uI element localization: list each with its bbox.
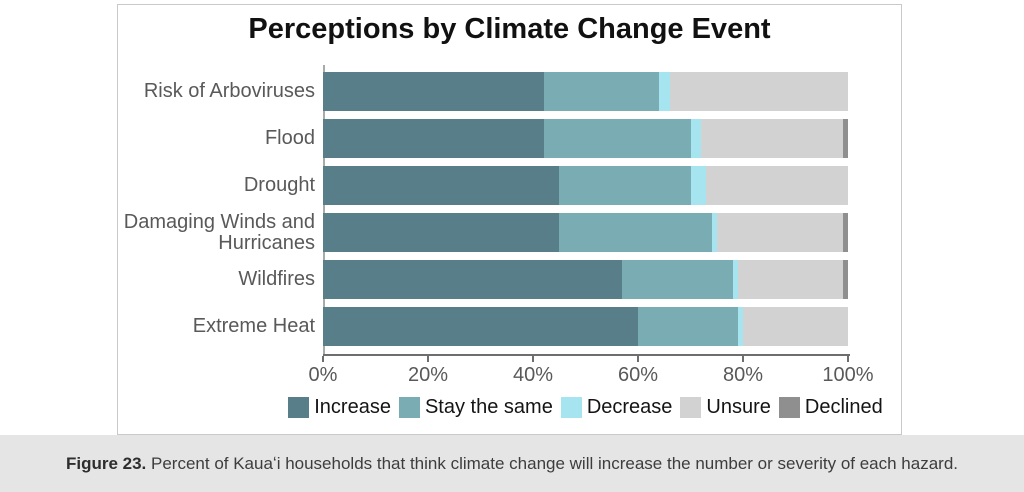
bar-row: Damaging Winds and Hurricanes: [118, 210, 901, 254]
bar-segment-stay-the-same: [543, 119, 691, 158]
x-tick: [742, 356, 744, 362]
y-axis-line: [323, 65, 325, 354]
bar-track-drought: [323, 166, 848, 205]
legend-label-unsure: Unsure: [706, 395, 771, 418]
category-label-damaging-winds-and-hurricanes: Damaging Winds and Hurricanes: [123, 210, 315, 254]
bar-row: Extreme Heat: [118, 307, 901, 346]
bar-segment-increase: [323, 213, 560, 252]
bar-segment-increase: [323, 260, 623, 299]
bar-segment-decrease: [659, 72, 670, 111]
bar-segment-stay-the-same: [638, 307, 738, 346]
legend-swatch-unsure: [680, 396, 702, 418]
legend: Increase Stay the same Decrease Unsure Decli…: [193, 395, 978, 419]
legend-label-stay-the-same: Stay the same: [424, 395, 553, 418]
bar-segment-declined: [842, 260, 848, 299]
x-tick-label: 60%: [617, 364, 659, 386]
chart-title: Perceptions by Climate Change Event: [248, 13, 771, 45]
x-axis-ticks: 0% 20% 40% 60% 80% 100%: [309, 356, 874, 396]
bar-segment-unsure: [743, 307, 848, 346]
bar-segment-decrease: [690, 166, 707, 205]
legend-swatch-declined: [778, 396, 800, 418]
bar-track-wildfires: [323, 260, 848, 299]
bar-segment-increase: [323, 72, 544, 111]
legend-swatch-increase: [288, 396, 310, 418]
bar-segment-unsure: [716, 213, 843, 252]
figure-caption: Figure 23. Percent of Kauaʻi households …: [0, 435, 1024, 492]
bar-track-flood: [323, 119, 848, 158]
x-tick-label: 80%: [722, 364, 764, 386]
bar-row: Drought: [118, 166, 901, 205]
x-tick: [847, 356, 849, 362]
bar-segment-stay-the-same: [559, 213, 712, 252]
bar-segment-stay-the-same: [543, 72, 659, 111]
x-tick-label: 40%: [512, 364, 554, 386]
legend-item-declined: Declined: [778, 395, 883, 419]
x-tick-label: 20%: [407, 364, 449, 386]
legend-label-declined: Declined: [804, 395, 883, 418]
bar-segment-increase: [323, 119, 544, 158]
bar-track-extreme-heat: [323, 307, 848, 346]
bar-segment-unsure: [701, 119, 843, 158]
x-axis-line: [323, 354, 850, 356]
category-label-flood: Flood: [264, 127, 315, 149]
bar-segment-stay-the-same: [622, 260, 733, 299]
bar-track-damaging-winds-and-hurricanes: [323, 213, 848, 252]
bar-segment-decrease: [737, 307, 743, 346]
legend-swatch-decrease: [560, 396, 582, 418]
legend-label-decrease: Decrease: [586, 395, 673, 418]
bar-segment-increase: [323, 166, 560, 205]
bar-row: Wildfires: [118, 260, 901, 299]
category-label-risk-of-arboviruses: Risk of Arboviruses: [143, 80, 315, 102]
figure-caption-body: Percent of Kauaʻi households that think …: [146, 453, 959, 473]
x-tick: [322, 356, 324, 362]
legend-item-unsure: Unsure: [680, 395, 771, 419]
x-tick: [637, 356, 639, 362]
bar-segment-unsure: [669, 72, 848, 111]
figure-number: Figure 23.: [65, 453, 147, 473]
x-tick-label: 0%: [308, 364, 338, 386]
bar-segment-declined: [842, 119, 848, 158]
bar-row: Risk of Arboviruses: [118, 72, 901, 111]
legend-item-increase: Increase: [288, 396, 391, 419]
chart-panel: Perceptions by Climate Change Event Risk…: [117, 4, 902, 435]
bar-segment-unsure: [706, 166, 848, 205]
bar-segment-decrease: [690, 119, 701, 158]
bar-segment-stay-the-same: [559, 166, 691, 205]
legend-label-increase: Increase: [314, 395, 391, 418]
category-label-wildfires: Wildfires: [238, 268, 315, 290]
bar-segment-decrease: [732, 260, 738, 299]
bar-row: Flood: [118, 119, 901, 158]
legend-swatch-stay-the-same: [398, 396, 420, 418]
bar-segment-decrease: [711, 213, 717, 252]
legend-item-decrease: Decrease: [560, 395, 673, 419]
category-label-extreme-heat: Extreme Heat: [192, 315, 315, 337]
x-tick: [532, 356, 534, 362]
bar-segment-unsure: [737, 260, 843, 299]
bar-segment-increase: [323, 307, 638, 346]
bar-track-risk-of-arboviruses: [323, 72, 848, 111]
figure-caption-text: Figure 23. Percent of Kauaʻi households …: [66, 454, 958, 474]
legend-item-stay-the-same: Stay the same: [398, 395, 553, 419]
bar-segment-declined: [842, 213, 848, 252]
x-tick: [427, 356, 429, 362]
bar-rows: Risk of Arboviruses Flood Drought Damaging …: [118, 72, 901, 354]
x-tick-label: 100%: [822, 364, 874, 386]
category-label-drought: Drought: [243, 174, 315, 196]
